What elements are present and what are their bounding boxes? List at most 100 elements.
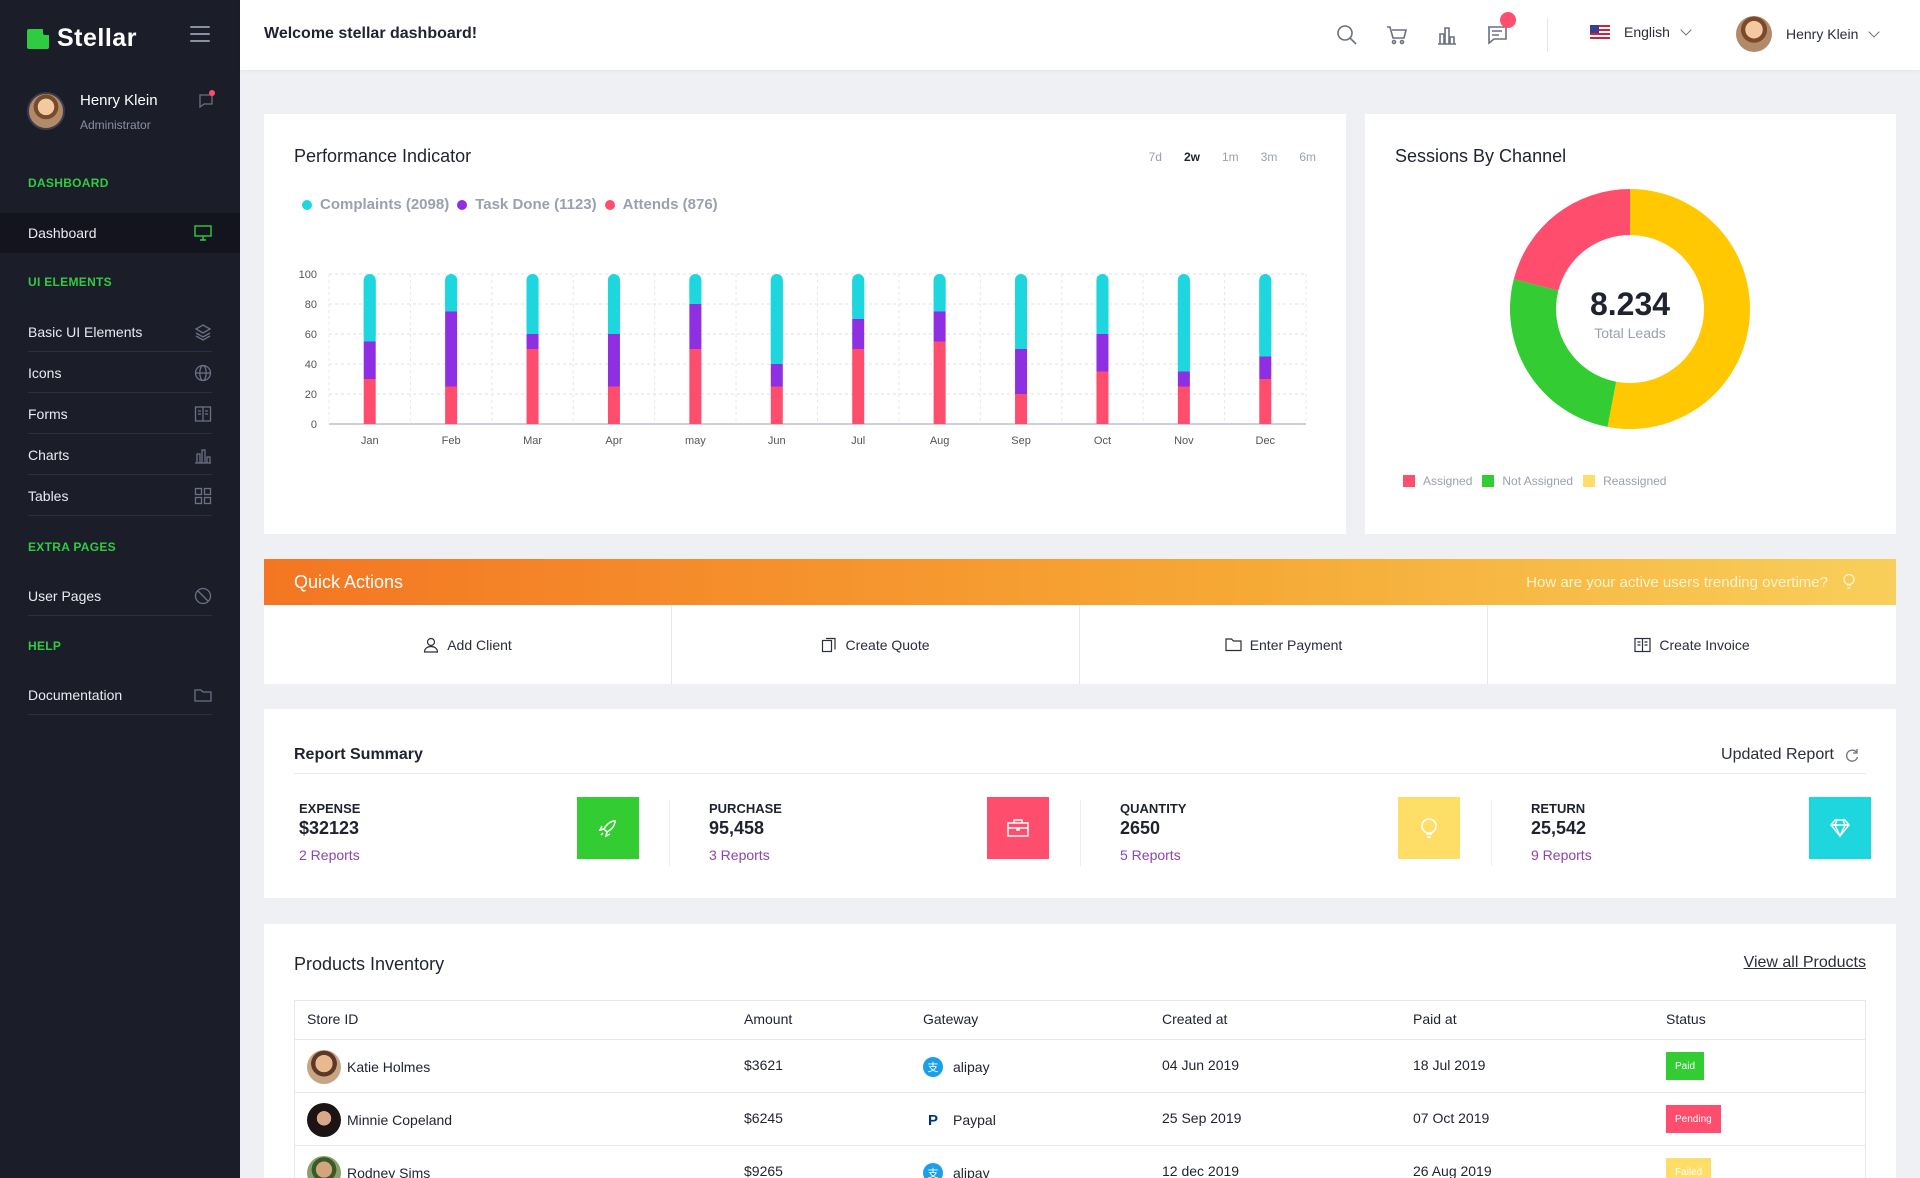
sidebar-profile[interactable]: Henry Klein Administrator	[27, 90, 217, 136]
add-client-button[interactable]: Add Client	[264, 605, 672, 684]
bar-segment-fill	[1015, 280, 1028, 349]
hamburger-menu-icon[interactable]	[190, 26, 210, 42]
y-tick-label: 80	[305, 299, 317, 311]
table-row[interactable]: Rodney Sims $9265 支 alipay 12 dec 2019 26…	[295, 1145, 1865, 1178]
table-row[interactable]: Katie Holmes $3621 支 alipay 04 Jun 2019 1…	[295, 1039, 1865, 1092]
stat-label: EXPENSE	[299, 801, 361, 816]
stat-reports-link[interactable]: 9 Reports	[1531, 847, 1592, 863]
y-tick-label: 40	[305, 359, 317, 371]
donut-center: 8.234 Total Leads	[1510, 286, 1750, 341]
logo-icon	[27, 24, 53, 49]
nav-section-help: HELP	[28, 639, 62, 653]
avatar	[1736, 16, 1772, 52]
store-name: Minnie Copeland	[347, 1112, 453, 1128]
language-selector[interactable]: English	[1590, 24, 1692, 40]
nav-section-ui-elements: UI ELEMENTS	[28, 275, 112, 289]
sidebar-item-label: User Pages	[28, 587, 102, 604]
created-cell: 25 Sep 2019	[1162, 1110, 1242, 1126]
donut-slice-not-assigned	[1510, 279, 1617, 427]
sidebar-item-documentation[interactable]: Documentation	[28, 675, 212, 715]
column-header[interactable]: Store ID	[307, 1011, 359, 1027]
bar-segment	[689, 304, 702, 349]
donut-slice-assigned	[1513, 189, 1630, 291]
sidebar-item-dashboard[interactable]: Dashboard	[0, 213, 240, 253]
range-tab-3m[interactable]: 3m	[1260, 150, 1278, 164]
chart-legend: Complaints (2098) Task Done (1123) Atten…	[302, 196, 718, 213]
column-header[interactable]: Paid at	[1413, 1011, 1457, 1027]
bar-segment	[526, 349, 539, 424]
card-title: Quick Actions	[294, 572, 404, 592]
nav-section-dashboard: DASHBOARD	[28, 176, 109, 190]
status-badge: Failed	[1666, 1158, 1712, 1178]
bar-segment	[1177, 386, 1190, 424]
column-header[interactable]: Amount	[744, 1011, 793, 1027]
brand[interactable]: Stellar	[27, 24, 137, 53]
paid-cell: 07 Oct 2019	[1413, 1110, 1490, 1126]
bar-segment	[852, 319, 865, 349]
legend-dot	[604, 199, 615, 210]
action-label: Create Invoice	[1659, 636, 1750, 653]
sidebar-item-tables[interactable]: Tables	[28, 476, 212, 516]
stat-purchase: PURCHASE 95,458 3 Reports	[704, 797, 1074, 867]
sidebar-item-label: Charts	[28, 446, 70, 463]
search-icon[interactable]	[1335, 23, 1359, 47]
stat-reports-link[interactable]: 2 Reports	[299, 847, 360, 863]
create-invoice-button[interactable]: Create Invoice	[1488, 605, 1896, 684]
stats-icon[interactable]	[1435, 23, 1459, 47]
bar-segment	[1177, 371, 1190, 387]
user-menu[interactable]: Henry Klein	[1736, 16, 1881, 52]
column-header[interactable]: Created at	[1162, 1011, 1228, 1027]
paid-cell: 18 Jul 2019	[1413, 1057, 1486, 1073]
quick-actions-header: Quick Actions How are your active users …	[264, 559, 1896, 605]
brand-name: Stellar	[57, 24, 137, 52]
legend-label: Reassigned	[1603, 474, 1667, 488]
trend-prompt[interactable]: How are your active users trending overt…	[1526, 573, 1856, 591]
status-badge: Paid	[1666, 1052, 1705, 1080]
sidebar-item-label: Dashboard	[28, 225, 97, 241]
layers-icon	[194, 323, 212, 341]
store-cell: Minnie Copeland	[307, 1103, 452, 1137]
stat-reports-link[interactable]: 3 Reports	[709, 847, 770, 863]
range-tabs: 7d 2w 1m 3m 6m	[1149, 150, 1316, 164]
stat-value: 25,542	[1531, 818, 1587, 838]
cart-icon[interactable]	[1385, 23, 1409, 47]
header-divider	[1547, 18, 1548, 52]
sidebar-item-label: Forms	[28, 405, 68, 422]
stat-reports-link[interactable]: 5 Reports	[1120, 847, 1181, 863]
book-icon	[194, 405, 212, 423]
updated-report-button[interactable]: Updated Report	[1721, 746, 1860, 764]
range-tab-2w[interactable]: 2w	[1183, 150, 1200, 164]
store-name: Rodney Sims	[347, 1165, 431, 1178]
stat-value: 95,458	[709, 818, 765, 838]
x-tick-label: Nov	[1174, 435, 1194, 447]
view-all-products-link[interactable]: View all Products	[1743, 954, 1866, 971]
sidebar-item-user-pages[interactable]: User Pages	[28, 576, 212, 616]
enter-payment-button[interactable]: Enter Payment	[1080, 605, 1488, 684]
divider	[294, 773, 1866, 774]
sidebar-item-forms[interactable]: Forms	[28, 394, 212, 434]
sidebar-item-basic-ui[interactable]: Basic UI Elements	[28, 312, 212, 352]
bar-segment-fill	[689, 280, 702, 304]
profile-name: Henry Klein	[80, 92, 158, 109]
legend-item-complaints: Complaints (2098)	[302, 196, 449, 213]
products-card: Products Inventory View all Products Sto…	[264, 924, 1896, 1178]
stat-tile	[1809, 797, 1871, 859]
x-tick-label: Sep	[1011, 435, 1031, 447]
sidebar-item-charts[interactable]: Charts	[28, 435, 212, 475]
x-tick-label: Jan	[361, 435, 379, 447]
card-title: Report Summary	[294, 746, 423, 763]
store-cell: Rodney Sims	[307, 1156, 430, 1178]
range-tab-1m[interactable]: 1m	[1221, 150, 1239, 164]
chat-icon[interactable]	[197, 90, 217, 112]
sidebar-item-icons[interactable]: Icons	[28, 353, 212, 393]
column-header[interactable]: Status	[1666, 1011, 1706, 1027]
total-leads-label: Total Leads	[1594, 325, 1666, 341]
performance-bar-chart: 0 20 40 60 80 100 Jan Feb Mar Apr may Jun Jul Aug Sep O…	[299, 269, 1307, 447]
range-tab-7d[interactable]: 7d	[1148, 150, 1162, 164]
table-row[interactable]: Minnie Copeland $6245 P Paypal 25 Sep 201…	[295, 1092, 1865, 1145]
create-quote-button[interactable]: Create Quote	[672, 605, 1080, 684]
user-name: Henry Klein	[1786, 26, 1859, 42]
range-tab-6m[interactable]: 6m	[1299, 150, 1316, 164]
card-title: Performance Indicator	[294, 146, 472, 166]
column-header[interactable]: Gateway	[923, 1011, 979, 1027]
